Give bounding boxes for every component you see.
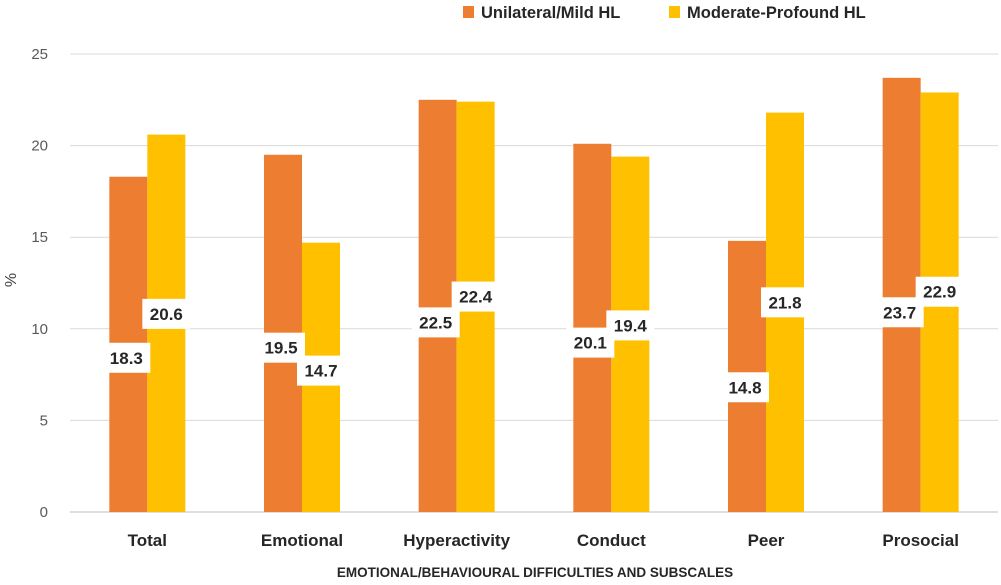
gridlines xyxy=(70,53,998,513)
data-label-unilateral-mild-hl-hyperactivity: 22.5 xyxy=(419,313,452,332)
category-label-prosocial: Prosocial xyxy=(882,531,959,550)
category-label-total: Total xyxy=(128,531,167,550)
bar-unilateral-mild-hl-hyperactivity xyxy=(418,99,457,513)
bar-unilateral-mild-hl-prosocial xyxy=(882,77,921,512)
data-label-moderate-profound-hl-peer: 21.8 xyxy=(768,293,801,312)
data-label-bg-unilateral-mild-hl-peer xyxy=(721,372,769,403)
data-label-moderate-profound-hl-conduct: 19.4 xyxy=(614,316,648,335)
y-tick-label-5: 5 xyxy=(40,412,48,429)
data-label-bg-moderate-profound-hl-total xyxy=(142,298,191,329)
x-axis-label: EMOTIONAL/BEHAVIOURAL DIFFICULTIES AND S… xyxy=(337,565,733,580)
data-label-bg-moderate-profound-hl-hyperactivity xyxy=(451,281,500,312)
data-label-bg-moderate-profound-hl-peer xyxy=(761,287,809,318)
data-label-bg-moderate-profound-hl-prosocial xyxy=(915,276,964,307)
category-labels: Total Emotional Hyperactivity Conduct Peer Pr… xyxy=(128,531,959,550)
data-label-bg-moderate-profound-hl-emotional xyxy=(297,355,345,386)
y-tick-label-25: 25 xyxy=(31,46,48,63)
data-label-unilateral-mild-hl-total: 18.3 xyxy=(110,349,143,368)
data-label-moderate-profound-hl-prosocial: 22.9 xyxy=(923,283,956,302)
data-label-moderate-profound-hl-total: 20.6 xyxy=(150,305,183,324)
data-label-bg-moderate-profound-hl-conduct xyxy=(606,310,655,341)
legend-swatch-unilateral-mild-hl xyxy=(463,6,474,18)
legend-swatch-moderate-profound-hl xyxy=(669,6,680,18)
y-tick-label-20: 20 xyxy=(31,138,48,155)
data-label-moderate-profound-hl-hyperactivity: 22.4 xyxy=(459,288,493,307)
category-label-peer: Peer xyxy=(748,531,785,550)
legend: Unilateral/Mild HL Moderate-Profound HL xyxy=(463,4,866,22)
legend-label-moderate-profound-hl: Moderate-Profound HL xyxy=(687,4,866,22)
data-label-unilateral-mild-hl-peer: 14.8 xyxy=(728,378,761,397)
bars: 18.3 20.6 19.5 14.7 22.5 22.4 20.1 19.4 14.8 21.8… xyxy=(102,77,964,513)
data-label-unilateral-mild-hl-emotional: 19.5 xyxy=(264,339,297,358)
y-axis-label: % xyxy=(3,273,20,287)
category-label-emotional: Emotional xyxy=(261,531,343,550)
data-label-unilateral-mild-hl-conduct: 20.1 xyxy=(574,334,607,353)
data-label-unilateral-mild-hl-prosocial: 23.7 xyxy=(883,303,916,322)
data-label-bg-unilateral-mild-hl-hyperactivity xyxy=(411,307,460,338)
data-label-moderate-profound-hl-emotional: 14.7 xyxy=(304,362,337,381)
data-label-bg-unilateral-mild-hl-total xyxy=(102,342,151,373)
y-axis-ticks: 0 5 10 15 20 25 xyxy=(31,46,48,521)
y-tick-label-0: 0 xyxy=(40,504,48,521)
category-label-conduct: Conduct xyxy=(577,531,646,550)
y-tick-label-10: 10 xyxy=(31,321,48,338)
legend-label-unilateral-mild-hl: Unilateral/Mild HL xyxy=(481,4,620,22)
y-tick-label-15: 15 xyxy=(31,229,48,246)
category-label-hyperactivity: Hyperactivity xyxy=(403,531,510,550)
